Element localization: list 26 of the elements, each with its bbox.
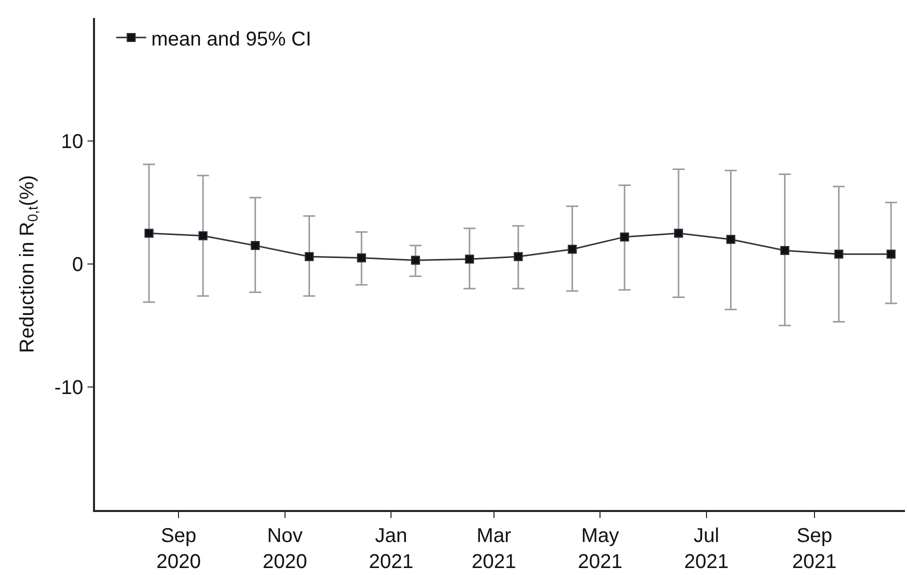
x-tick-label: Nov 2020 xyxy=(262,524,308,573)
y-tick-label: -10 xyxy=(54,377,84,399)
point xyxy=(144,228,154,238)
point xyxy=(568,244,577,254)
point xyxy=(620,232,630,242)
point xyxy=(250,241,260,250)
point xyxy=(834,250,844,259)
x-tick-label: Jul 2021 xyxy=(684,524,729,573)
y-tick-label: 10 xyxy=(61,131,84,153)
legend-label: mean and 95% CI xyxy=(151,28,312,50)
point xyxy=(304,252,314,262)
point xyxy=(780,246,790,255)
point xyxy=(411,256,420,265)
x-tick-label: Jan 2021 xyxy=(368,524,414,573)
point xyxy=(198,231,208,240)
point xyxy=(674,228,684,238)
x-tick-label: Sep 2021 xyxy=(792,524,837,573)
x-tick-label: Sep 2020 xyxy=(156,524,201,573)
point xyxy=(726,234,736,244)
point xyxy=(886,250,896,259)
point xyxy=(357,253,366,262)
y-tick-label: 0 xyxy=(72,254,84,276)
point xyxy=(514,252,523,262)
x-tick-label: Mar 2021 xyxy=(472,524,516,573)
point xyxy=(465,254,474,264)
x-tick-label: May 2021 xyxy=(578,524,622,573)
